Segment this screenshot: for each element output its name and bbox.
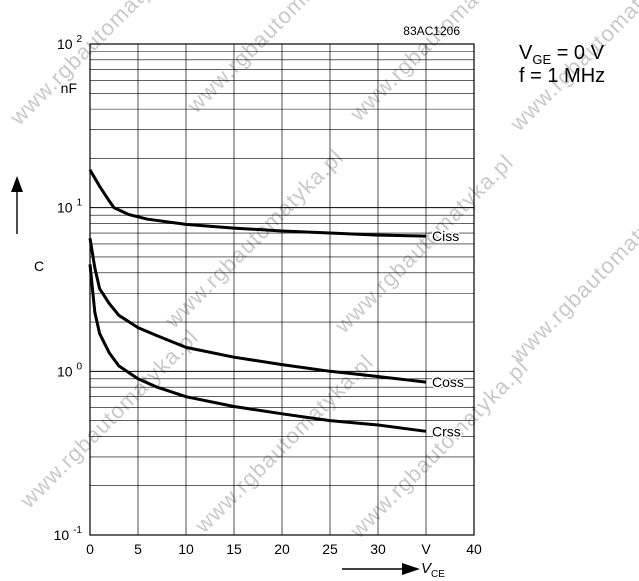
x-tick-label: 25	[322, 541, 338, 557]
x-tick-label: 5	[134, 541, 142, 557]
x-tick-label: 10	[178, 541, 194, 557]
x-tick-label: 0	[86, 541, 94, 557]
condition-vge: VGE = 0 V	[519, 42, 604, 67]
y-tick-label: 10 -1	[54, 525, 83, 543]
series-line-crss	[88, 264, 427, 433]
series-label-coss: Coss	[432, 374, 464, 390]
series-line-coss	[88, 238, 427, 384]
x-tick-label: 20	[274, 541, 290, 557]
condition-frequency: f = 1 MHz	[519, 65, 606, 87]
y-axis-unit: nF	[61, 80, 77, 96]
series-line-ciss	[88, 169, 427, 238]
y-tick-label: 10 1	[57, 198, 82, 216]
x-axis-label: VCE	[421, 560, 445, 580]
y-axis-label: C	[34, 258, 44, 274]
series-label-ciss: Ciss	[432, 228, 459, 244]
x-tick-label: 15	[226, 541, 242, 557]
y-axis-arrow-head	[11, 176, 23, 192]
series-label-crss: Crss	[432, 423, 461, 439]
chart-code: 83AC1206	[403, 24, 460, 38]
plot-frame	[89, 43, 475, 536]
x-tick-label: 40	[466, 541, 482, 557]
x-axis-arrow-head	[402, 563, 420, 575]
y-tick-label: 10 2	[57, 34, 82, 52]
y-tick-label: 10 0	[57, 361, 82, 379]
x-tick-label: V	[421, 541, 431, 557]
x-tick-label: 30	[370, 541, 386, 557]
